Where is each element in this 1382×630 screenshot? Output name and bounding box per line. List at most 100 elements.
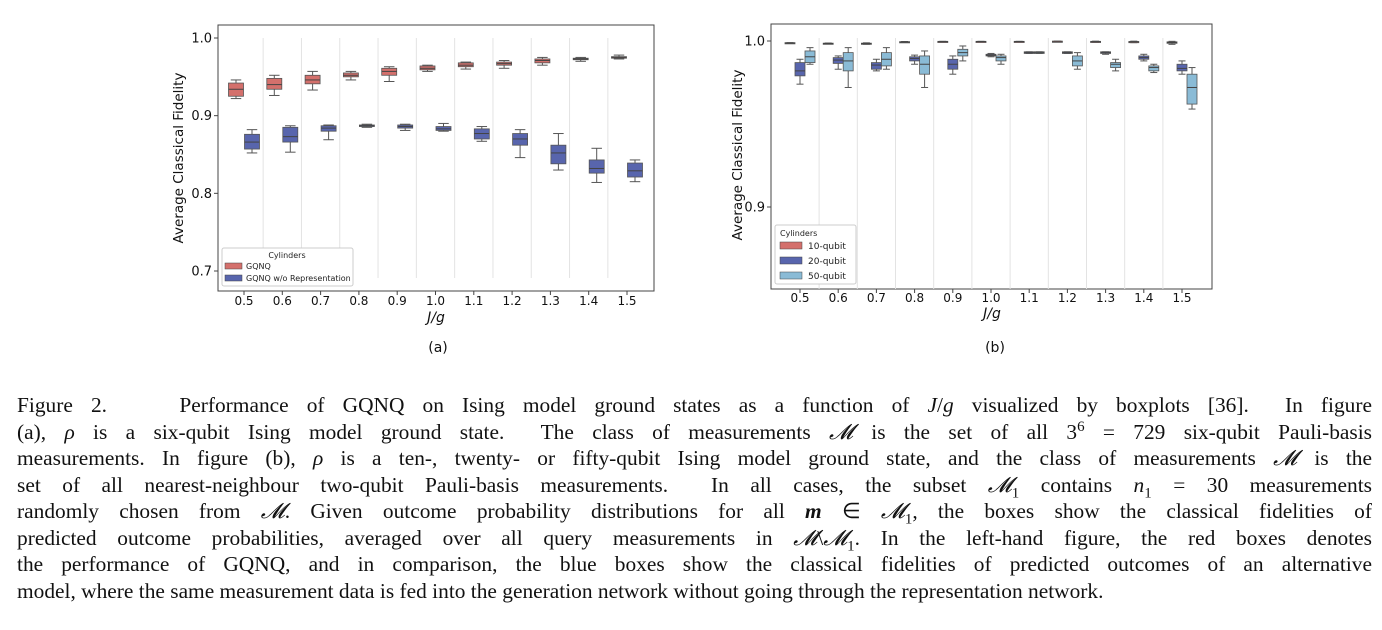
- box-body: [266, 77, 283, 90]
- chart-b-legend-label-50: 50-qubit: [808, 272, 846, 282]
- chart-a-ytick-label: 1.0: [191, 32, 212, 47]
- chart-b-box: [937, 40, 949, 43]
- chart-b-box: [995, 53, 1007, 65]
- chart-b-panel-label: (b): [985, 340, 1005, 356]
- chart-b-box: [804, 47, 816, 65]
- chart-a-box: [381, 66, 398, 82]
- chart-a-ytick-label: 0.7: [191, 265, 212, 280]
- chart-a-xtick-label: 1.2: [503, 294, 522, 308]
- chart-b-box: [1052, 40, 1063, 43]
- chart-a-xtick-label: 0.9: [388, 294, 407, 308]
- chart-a: 1.0 0.9 0.8 0.7 0.5 0.6 0.7 0.8 0.9 1.0 1.1 1.2 1.3…: [171, 24, 655, 356]
- chart-a-box: [342, 70, 359, 81]
- chart-b-xtick-label: 0.6: [829, 291, 848, 305]
- chart-a-xtick-label: 0.7: [311, 294, 330, 308]
- chart-b-xtick-label: 1.0: [981, 291, 1000, 305]
- chart-a-box: [572, 56, 589, 62]
- chart-a-legend-swatch-gqnq: [224, 262, 243, 270]
- chart-a-box: [534, 56, 551, 66]
- box-body: [995, 55, 1007, 62]
- chart-b-xtick-label: 1.2: [1058, 291, 1077, 305]
- caption-line-6: predicted outcome probabilities, average…: [17, 525, 1373, 554]
- chart-a-box: [320, 124, 337, 141]
- chart-b-separators: [818, 38, 1164, 289]
- box-body: [1176, 63, 1188, 72]
- chart-a-y-axis-label: Average Classical Fidelity: [171, 73, 187, 244]
- chart-b-box: [1090, 40, 1101, 43]
- caption-line-3: measurements. In figure (b), ρ is a ten-…: [17, 446, 1372, 470]
- chart-b-xtick-label: 0.9: [943, 291, 962, 305]
- chart-b-box: [1013, 40, 1025, 43]
- chart-b-box: [1023, 51, 1035, 54]
- chart-a-box: [397, 123, 414, 131]
- chart-a-xtick-label: 1.0: [426, 294, 445, 308]
- chart-a-box: [550, 133, 567, 171]
- chart-a-xtick-label: 1.4: [579, 294, 598, 308]
- chart-b-xtick-label: 0.8: [905, 291, 924, 305]
- chart-a-box: [512, 129, 528, 159]
- chart-a-xtick-label: 0.8: [349, 294, 368, 308]
- chart-a-legend-frame: [221, 247, 354, 287]
- chart-b-legend-swatch-10: [779, 241, 803, 250]
- chart-b-box: [861, 42, 872, 45]
- chart-b-legend-title: Cylinders: [780, 229, 817, 238]
- chart-b-box: [794, 58, 806, 85]
- chart-b-box: [909, 54, 920, 65]
- box-body: [794, 62, 806, 77]
- chart-a-ytick-label: 0.8: [191, 187, 212, 202]
- chart-b-box: [1033, 51, 1045, 54]
- chart-b: 1.0 0.9 0.5 0.6 0.7 0.8 0.9 1.0 1.1 1.2 1.3 1.4 1.5…: [730, 23, 1213, 356]
- chart-a-box: [282, 125, 299, 153]
- chart-b-box: [975, 40, 987, 43]
- chart-a-xtick-label: 1.1: [464, 294, 483, 308]
- chart-a-legend-label-norep: GQNQ w/o Representation: [246, 274, 351, 283]
- caption-line-5: randomly chosen from 𝓜. Given outcome pr…: [17, 499, 1372, 528]
- chart-a-box: [611, 54, 627, 60]
- caption-line-8: model, where the same measurement data i…: [17, 578, 1104, 603]
- chart-b-x-axis-label: J/g: [980, 306, 1001, 322]
- chart-b-box: [985, 52, 997, 58]
- chart-a-xtick-label: 1.5: [617, 294, 636, 308]
- chart-a-xtick-label: 0.6: [273, 294, 292, 308]
- chart-b-legend-label-10: 10-qubit: [808, 242, 846, 252]
- box-body: [1186, 73, 1198, 105]
- box-body: [550, 144, 567, 165]
- box-body: [282, 126, 299, 143]
- chart-b-xtick-label: 1.3: [1096, 291, 1115, 305]
- chart-a-frame: [217, 24, 655, 292]
- chart-a-y-ticks: 1.0 0.9 0.8 0.7: [191, 32, 218, 280]
- chart-b-box: [822, 42, 834, 45]
- chart-a-box: [435, 122, 452, 132]
- box-body: [919, 55, 930, 75]
- chart-a-ytick-label: 0.9: [191, 109, 212, 124]
- chart-a-x-axis-label: J/g: [424, 310, 445, 326]
- chart-b-box: [947, 55, 959, 75]
- chart-a-box: [473, 126, 490, 142]
- chart-a-box: [358, 123, 375, 128]
- chart-a-box: [244, 129, 260, 154]
- chart-b-ytick-label: 0.9: [744, 201, 765, 216]
- chart-b-box: [881, 47, 892, 70]
- caption-line-1: Figure 2. Performance of GQNQ on Ising m…: [17, 393, 1372, 417]
- chart-b-box: [919, 50, 930, 88]
- chart-b-box: [1148, 63, 1160, 74]
- chart-b-ytick-label: 1.0: [744, 35, 765, 50]
- chart-a-box: [266, 74, 283, 96]
- chart-b-box: [1110, 58, 1121, 72]
- chart-a-box: [627, 159, 643, 183]
- caption-line-4: set of all nearest-neighbour two-qubit P…: [17, 472, 1372, 501]
- chart-a-box: [588, 147, 605, 183]
- chart-b-legend-label-20: 20-qubit: [808, 257, 846, 267]
- chart-b-box: [1100, 51, 1111, 55]
- figure-caption: Figure 2. Performance of GQNQ on Ising m…: [17, 392, 1372, 604]
- box-body: [588, 159, 605, 174]
- chart-b-box: [899, 40, 910, 44]
- chart-a-boxes: [228, 54, 643, 183]
- chart-b-box: [1166, 40, 1178, 45]
- chart-a-box: [304, 70, 321, 91]
- chart-b-box: [1128, 40, 1140, 44]
- chart-a-box: [496, 60, 513, 69]
- chart-b-y-axis-label: Average Classical Fidelity: [730, 70, 746, 241]
- box-body: [842, 52, 854, 72]
- chart-a-box: [228, 79, 244, 100]
